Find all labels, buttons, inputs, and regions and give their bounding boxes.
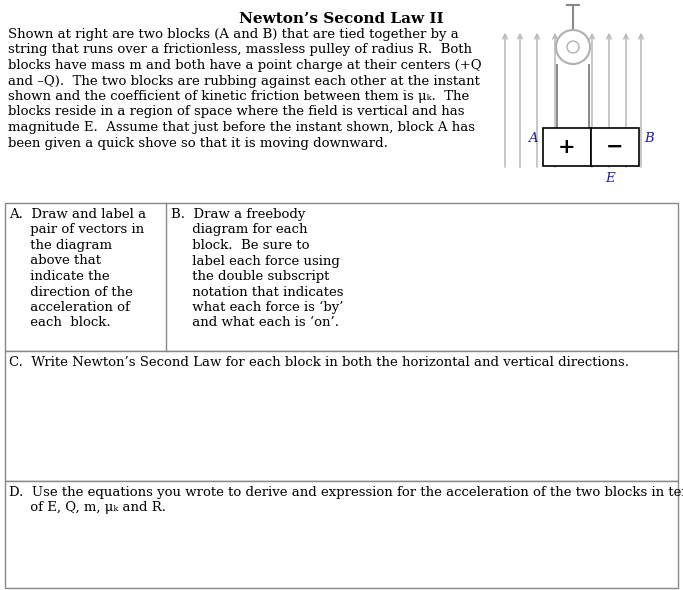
Text: direction of the: direction of the xyxy=(9,286,133,299)
Text: acceleration of: acceleration of xyxy=(9,301,130,314)
Text: of E, Q, m, μₖ and R.: of E, Q, m, μₖ and R. xyxy=(9,502,166,514)
Text: the diagram: the diagram xyxy=(9,239,112,252)
Text: magnitude E.  Assume that just before the instant shown, block A has: magnitude E. Assume that just before the… xyxy=(8,121,475,134)
Text: pair of vectors in: pair of vectors in xyxy=(9,224,144,237)
Bar xyxy=(543,128,591,166)
Text: what each force is ‘by’: what each force is ‘by’ xyxy=(171,301,344,314)
Text: and what each is ‘on’.: and what each is ‘on’. xyxy=(171,316,339,329)
Text: Newton’s Second Law II: Newton’s Second Law II xyxy=(238,12,443,26)
Text: D.  Use the equations you wrote to derive and expression for the acceleration of: D. Use the equations you wrote to derive… xyxy=(9,486,683,499)
Text: B: B xyxy=(644,132,654,145)
Text: above that: above that xyxy=(9,254,101,267)
Bar xyxy=(591,128,639,166)
Text: E: E xyxy=(605,172,615,185)
Text: A.  Draw and label a: A. Draw and label a xyxy=(9,208,146,221)
Text: the double subscript: the double subscript xyxy=(171,270,329,283)
Text: each  block.: each block. xyxy=(9,316,111,329)
Text: blocks reside in a region of space where the field is vertical and has: blocks reside in a region of space where… xyxy=(8,106,464,119)
Text: shown and the coefficient of kinetic friction between them is μₖ.  The: shown and the coefficient of kinetic fri… xyxy=(8,90,469,103)
Text: Shown at right are two blocks (A and B) that are tied together by a: Shown at right are two blocks (A and B) … xyxy=(8,28,459,41)
Text: A: A xyxy=(529,132,538,145)
Text: label each force using: label each force using xyxy=(171,254,340,267)
Text: and –Q).  The two blocks are rubbing against each other at the instant: and –Q). The two blocks are rubbing agai… xyxy=(8,74,480,87)
Text: indicate the: indicate the xyxy=(9,270,110,283)
Text: C.  Write Newton’s Second Law for each block in both the horizontal and vertical: C. Write Newton’s Second Law for each bl… xyxy=(9,356,629,369)
Text: string that runs over a frictionless, massless pulley of radius R.  Both: string that runs over a frictionless, ma… xyxy=(8,44,472,57)
Text: blocks have mass m and both have a point charge at their centers (+Q: blocks have mass m and both have a point… xyxy=(8,59,482,72)
Text: diagram for each: diagram for each xyxy=(171,224,307,237)
Text: notation that indicates: notation that indicates xyxy=(171,286,344,299)
Bar xyxy=(5,481,678,588)
Text: −: − xyxy=(607,137,624,157)
Text: B.  Draw a freebody: B. Draw a freebody xyxy=(171,208,305,221)
Text: +: + xyxy=(558,137,576,157)
Text: been given a quick shove so that it is moving downward.: been given a quick shove so that it is m… xyxy=(8,136,388,149)
Text: block.  Be sure to: block. Be sure to xyxy=(171,239,309,252)
Bar xyxy=(5,351,678,481)
Bar xyxy=(5,203,678,351)
